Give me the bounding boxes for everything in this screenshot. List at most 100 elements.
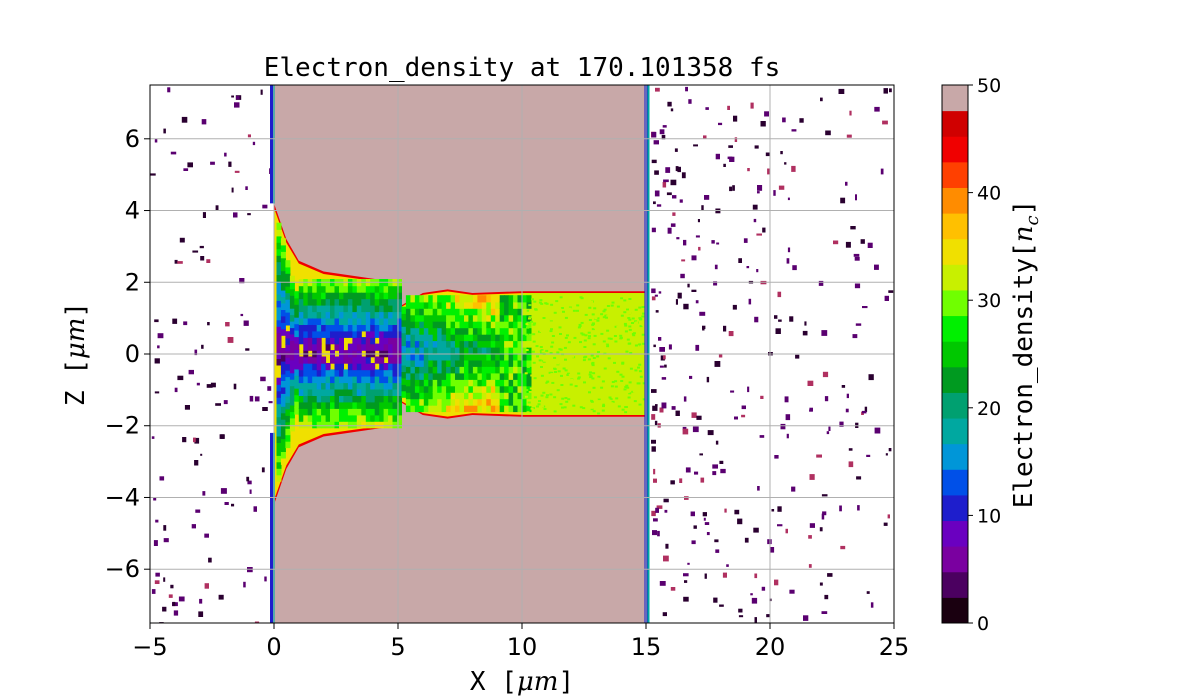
- density-cell: [513, 295, 519, 303]
- density-cell: [455, 321, 460, 329]
- density-cell: [557, 356, 561, 359]
- density-cell: [365, 324, 371, 332]
- density-cell: [397, 408, 402, 416]
- density-cell: [540, 366, 543, 368]
- density-cell: [528, 390, 532, 393]
- noise-particle: [774, 455, 779, 459]
- density-cell: [499, 314, 505, 322]
- density-cell: [289, 346, 295, 354]
- density-cell: [539, 322, 543, 325]
- density-cell: [347, 363, 353, 371]
- density-cell: [615, 397, 619, 400]
- density-cell: [428, 366, 434, 374]
- density-cell: [401, 358, 407, 366]
- density-cell: [361, 304, 367, 313]
- density-cell: [325, 408, 331, 416]
- density-cell: [303, 382, 309, 390]
- density-cell: [276, 313, 282, 321]
- density-cell: [334, 369, 340, 377]
- density-cell: [455, 353, 460, 361]
- density-cell: [289, 404, 295, 412]
- density-cell: [526, 411, 530, 414]
- density-cell: [525, 389, 529, 392]
- density-cell: [486, 327, 492, 335]
- density-cell: [605, 316, 608, 319]
- density-cell: [526, 372, 532, 380]
- density-cell: [325, 388, 331, 396]
- density-cell: [543, 307, 547, 310]
- noise-particle: [661, 377, 667, 380]
- density-cell: [578, 325, 582, 327]
- density-cell: [579, 341, 582, 344]
- density-cell: [446, 404, 452, 413]
- density-cell: [303, 343, 309, 351]
- density-cell: [550, 373, 554, 376]
- colorbar-segment: [942, 110, 968, 137]
- noise-particle: [846, 393, 849, 399]
- density-cell: [388, 401, 394, 409]
- density-cell: [370, 395, 376, 403]
- density-cell: [285, 402, 291, 410]
- density-cell: [490, 353, 496, 361]
- density-cell: [459, 372, 465, 380]
- density-cell: [280, 438, 286, 446]
- density-cell: [428, 353, 434, 361]
- density-cell: [508, 321, 514, 329]
- noise-particle: [155, 572, 160, 577]
- density-cell: [639, 325, 643, 328]
- density-cell: [446, 398, 452, 406]
- density-cell: [472, 392, 478, 400]
- density-cell: [580, 374, 584, 377]
- density-cell: [334, 388, 340, 396]
- density-cell: [423, 398, 429, 406]
- density-cell: [522, 372, 527, 380]
- density-cell: [602, 310, 606, 313]
- noise-particle: [681, 172, 686, 179]
- density-cell: [401, 390, 407, 398]
- density-cell: [321, 395, 327, 403]
- density-cell: [623, 299, 627, 302]
- density-cell: [495, 372, 501, 380]
- density-cell: [634, 344, 638, 347]
- density-cell: [339, 395, 344, 403]
- noise-particle: [685, 86, 688, 92]
- density-cell: [419, 398, 425, 406]
- density-cell: [532, 333, 536, 336]
- noise-particle: [233, 212, 238, 218]
- noise-particle: [696, 415, 702, 420]
- noise-particle: [651, 288, 656, 294]
- density-cell: [428, 314, 434, 322]
- density-cell: [339, 408, 344, 416]
- density-cell: [544, 302, 548, 305]
- density-cell: [504, 398, 510, 406]
- noise-particle: [705, 107, 709, 110]
- density-cell: [361, 395, 367, 403]
- density-cell: [528, 341, 531, 344]
- density-cell: [606, 305, 610, 307]
- density-cell: [517, 385, 523, 393]
- density-cell: [383, 285, 389, 293]
- density-cell: [623, 388, 627, 391]
- density-cell: [455, 308, 460, 316]
- noise-particle: [262, 407, 268, 411]
- density-cell: [526, 404, 532, 413]
- density-cell: [285, 344, 291, 352]
- density-cell: [562, 329, 566, 332]
- density-cell: [365, 375, 371, 384]
- noise-particle: [718, 122, 723, 126]
- density-cell: [602, 340, 606, 343]
- density-cell: [397, 375, 402, 384]
- noise-particle: [154, 580, 160, 584]
- density-cell: [583, 356, 586, 359]
- noise-particle: [715, 153, 720, 160]
- density-cell: [588, 306, 592, 309]
- colorbar-tick-label: 20: [977, 398, 1001, 420]
- colorbar-segment: [942, 264, 968, 291]
- density-cell: [330, 324, 335, 332]
- density-cell: [486, 314, 492, 322]
- density-cell: [455, 366, 460, 374]
- density-cell: [383, 363, 389, 371]
- density-cell: [285, 363, 291, 371]
- density-cell: [564, 336, 568, 339]
- density-cell: [419, 340, 425, 348]
